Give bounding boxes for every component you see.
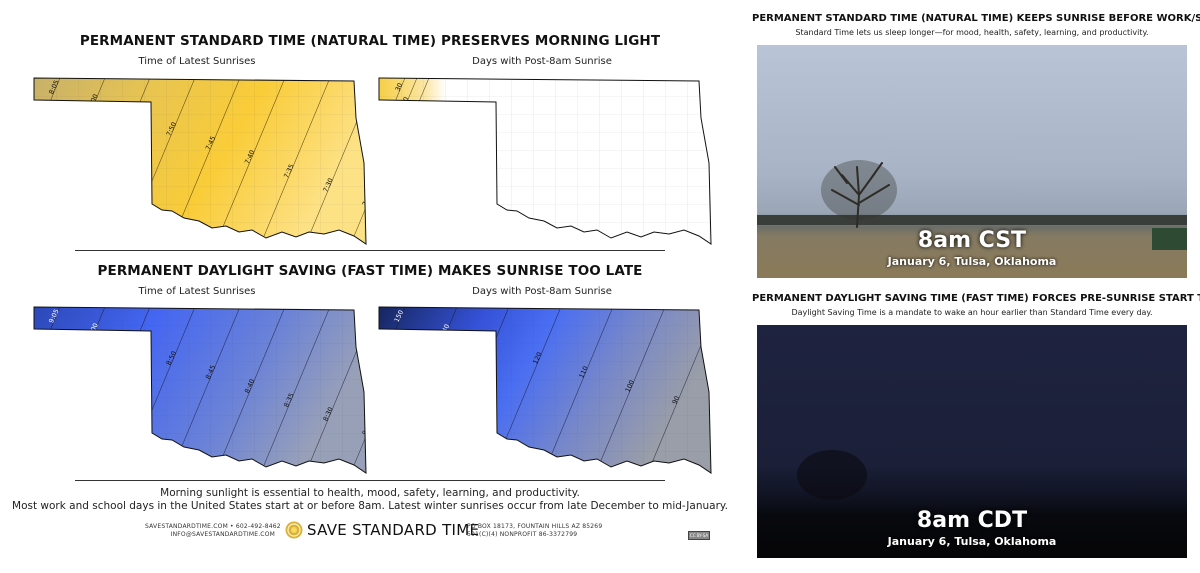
address-info: PO BOX 18173, FOUNTAIN HILLS AZ 85269 50…: [467, 523, 602, 539]
section1-title: PERMANENT STANDARD TIME (NATURAL TIME) P…: [79, 33, 661, 49]
contact-line-2: INFO@SAVESTANDARDTIME.COM: [170, 531, 275, 538]
brand-name: SAVE STANDARD TIME: [307, 521, 480, 539]
address-line-2: 501(C)(4) NONPROFIT 86-3372799: [467, 531, 578, 538]
contour-line: [379, 78, 408, 244]
oklahoma-latest-sunrise-standard-map: 8:058:007:557:507:457:407:357:307:25: [33, 77, 368, 245]
contour-line: [211, 307, 288, 473]
oklahoma-latest-sunrise-dst-map: 9:059:008:558:508:458:408:358:308:25: [33, 306, 368, 474]
photo2-title: PERMANENT DAYLIGHT SAVING TIME (FAST TIM…: [752, 293, 1200, 304]
contour-label: 90: [671, 395, 682, 406]
address-line-1: PO BOX 18173, FOUNTAIN HILLS AZ 85269: [467, 523, 603, 530]
contact-line-1: SAVESTANDARDTIME.COM • 602-492-8462: [145, 523, 281, 530]
contour-line: [346, 78, 366, 244]
contour-label: 7:25: [361, 191, 368, 208]
section2-title: PERMANENT DAYLIGHT SAVING (FAST TIME) MA…: [97, 263, 643, 279]
note-line-2: Most work and school days in the United …: [12, 500, 728, 512]
map2-title: Days with Post-8am Sunrise: [472, 56, 612, 67]
cc-license-badge: CC BY-SA: [688, 531, 710, 540]
contour-line: [76, 307, 153, 473]
contour-line: [379, 78, 432, 244]
tree-silhouette-icon: [757, 160, 1187, 250]
note-line-1: Morning sunlight is essential to health,…: [160, 487, 580, 499]
photo-standard-time: 8am CST January 6, Tulsa, Oklahoma: [757, 45, 1187, 278]
contour-label: 8:55: [126, 336, 139, 353]
map1-title: Time of Latest Sunrises: [138, 56, 256, 67]
map3-title: Time of Latest Sunrises: [138, 286, 256, 297]
tree-silhouette-icon: [797, 450, 867, 500]
photo-daylight-saving-time: 8am CDT January 6, Tulsa, Oklahoma: [757, 325, 1187, 558]
photo1-caption-place: January 6, Tulsa, Oklahoma: [887, 255, 1057, 268]
contour-line: [76, 78, 153, 244]
contour-line: [34, 78, 108, 244]
contour-line: [211, 78, 288, 244]
photo1-subtitle: Standard Time lets us sleep longer—for m…: [795, 28, 1149, 37]
contour-line: [256, 78, 333, 244]
photo1-caption-time: 8am CST: [917, 228, 1027, 253]
contour-label: 10: [406, 110, 417, 121]
contour-line: [34, 307, 63, 473]
contour-line: [256, 307, 333, 473]
contour-line: [346, 307, 366, 473]
contour-line: [591, 307, 668, 473]
contour-line: [539, 307, 616, 473]
photo2-caption-place: January 6, Tulsa, Oklahoma: [887, 535, 1057, 548]
save-standard-time-logo-icon: [285, 521, 303, 539]
divider: [75, 250, 665, 251]
contour-line: [34, 307, 108, 473]
contour-label: 8:25: [361, 420, 368, 437]
contour-line: [34, 78, 63, 244]
contour-label: 7:55: [126, 107, 139, 124]
divider: [75, 480, 665, 481]
photo2-caption-time: 8am CDT: [916, 508, 1028, 533]
contour-line: [379, 307, 408, 473]
contact-info: SAVESTANDARDTIME.COM • 602-492-8462 INFO…: [145, 523, 281, 539]
map4-title: Days with Post-8am Sunrise: [472, 286, 612, 297]
contour-label: 30: [394, 82, 405, 93]
photo2-subtitle: Daylight Saving Time is a mandate to wak…: [791, 308, 1153, 317]
contour-line: [383, 307, 460, 473]
photo1-title: PERMANENT STANDARD TIME (NATURAL TIME) K…: [752, 13, 1200, 24]
contour-line: [379, 78, 420, 244]
